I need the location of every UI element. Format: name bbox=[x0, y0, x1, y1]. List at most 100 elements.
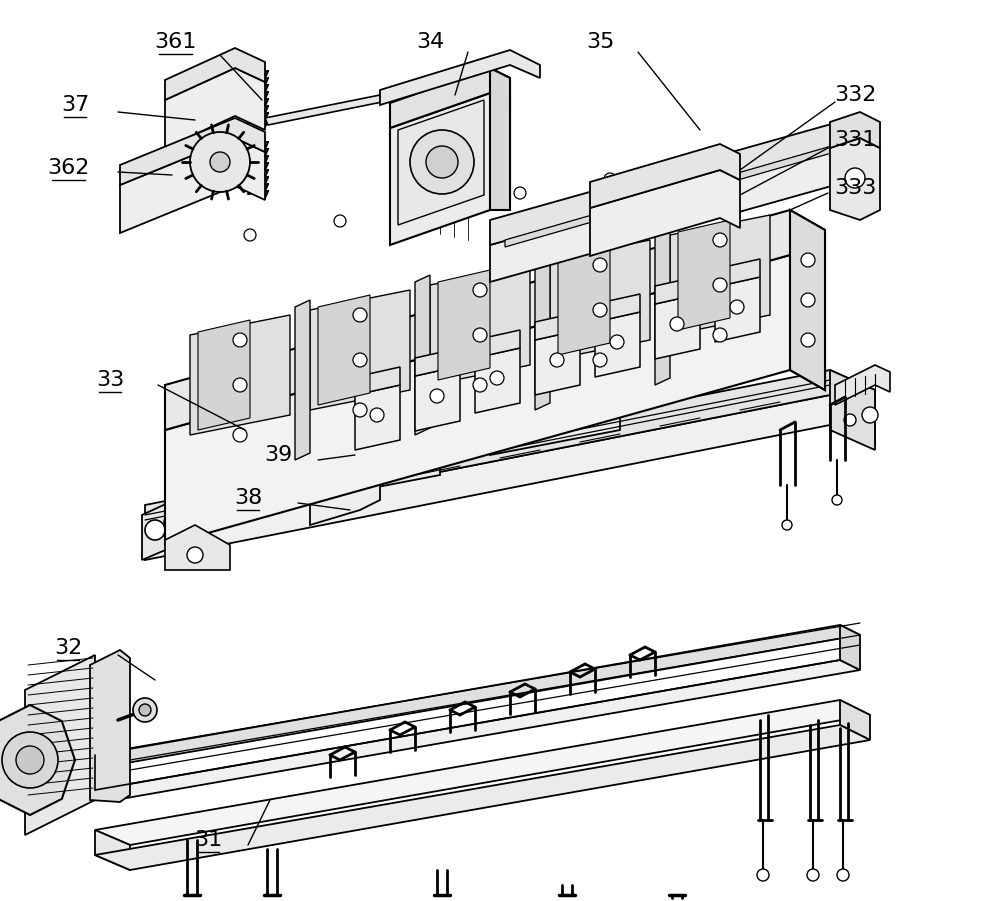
Circle shape bbox=[353, 308, 367, 322]
Circle shape bbox=[801, 253, 815, 267]
Circle shape bbox=[410, 130, 474, 194]
Circle shape bbox=[593, 353, 607, 367]
Circle shape bbox=[514, 187, 526, 199]
Polygon shape bbox=[95, 830, 130, 870]
Circle shape bbox=[139, 704, 151, 716]
Polygon shape bbox=[415, 275, 430, 435]
Polygon shape bbox=[355, 385, 400, 450]
Text: 38: 38 bbox=[234, 488, 262, 508]
Polygon shape bbox=[95, 725, 870, 870]
Polygon shape bbox=[655, 276, 700, 304]
Polygon shape bbox=[430, 265, 530, 385]
Polygon shape bbox=[142, 502, 185, 560]
Circle shape bbox=[370, 408, 384, 422]
Circle shape bbox=[604, 173, 616, 185]
Circle shape bbox=[593, 258, 607, 272]
Polygon shape bbox=[535, 330, 580, 395]
Text: 35: 35 bbox=[586, 32, 614, 52]
Polygon shape bbox=[95, 625, 860, 765]
Circle shape bbox=[233, 378, 247, 392]
Polygon shape bbox=[120, 138, 265, 233]
Circle shape bbox=[550, 353, 564, 367]
Circle shape bbox=[426, 146, 458, 178]
Polygon shape bbox=[655, 225, 670, 385]
Polygon shape bbox=[390, 68, 510, 128]
Circle shape bbox=[353, 403, 367, 417]
Circle shape bbox=[837, 869, 849, 881]
Polygon shape bbox=[590, 144, 740, 208]
Polygon shape bbox=[390, 93, 510, 245]
Circle shape bbox=[694, 159, 706, 171]
Circle shape bbox=[473, 283, 487, 297]
Polygon shape bbox=[490, 68, 510, 210]
Polygon shape bbox=[490, 390, 620, 455]
Polygon shape bbox=[535, 312, 580, 340]
Polygon shape bbox=[790, 210, 825, 390]
Circle shape bbox=[133, 698, 157, 722]
Circle shape bbox=[713, 233, 727, 247]
Polygon shape bbox=[398, 100, 484, 225]
Polygon shape bbox=[310, 410, 440, 460]
Polygon shape bbox=[840, 625, 860, 670]
Polygon shape bbox=[840, 700, 870, 740]
Circle shape bbox=[713, 278, 727, 292]
Circle shape bbox=[338, 461, 352, 475]
Text: 33: 33 bbox=[96, 370, 124, 390]
Polygon shape bbox=[310, 415, 380, 455]
Text: 331: 331 bbox=[834, 130, 876, 150]
Circle shape bbox=[210, 152, 230, 172]
Polygon shape bbox=[550, 240, 650, 360]
Circle shape bbox=[164, 514, 180, 530]
Circle shape bbox=[490, 371, 504, 385]
Polygon shape bbox=[355, 367, 400, 395]
Circle shape bbox=[844, 414, 856, 426]
Polygon shape bbox=[655, 294, 700, 359]
Circle shape bbox=[730, 300, 744, 314]
Polygon shape bbox=[715, 259, 760, 287]
Polygon shape bbox=[670, 215, 770, 335]
Polygon shape bbox=[830, 370, 875, 450]
Circle shape bbox=[430, 389, 444, 403]
Polygon shape bbox=[595, 312, 640, 377]
Polygon shape bbox=[25, 655, 95, 835]
Polygon shape bbox=[318, 295, 370, 405]
Polygon shape bbox=[558, 245, 610, 355]
Polygon shape bbox=[165, 210, 825, 430]
Polygon shape bbox=[310, 435, 440, 500]
Circle shape bbox=[16, 746, 44, 774]
Polygon shape bbox=[490, 365, 620, 415]
Circle shape bbox=[233, 333, 247, 347]
Polygon shape bbox=[590, 170, 740, 256]
Circle shape bbox=[367, 457, 383, 473]
Circle shape bbox=[801, 333, 815, 347]
Circle shape bbox=[190, 132, 250, 192]
Polygon shape bbox=[0, 705, 75, 815]
Polygon shape bbox=[310, 290, 410, 410]
Polygon shape bbox=[380, 50, 540, 105]
Polygon shape bbox=[535, 250, 550, 410]
Circle shape bbox=[593, 303, 607, 317]
Circle shape bbox=[782, 520, 792, 530]
Polygon shape bbox=[475, 330, 520, 358]
Circle shape bbox=[610, 335, 624, 349]
Polygon shape bbox=[95, 660, 860, 800]
Polygon shape bbox=[165, 48, 265, 100]
Polygon shape bbox=[835, 365, 890, 405]
Polygon shape bbox=[830, 138, 880, 220]
Circle shape bbox=[845, 168, 865, 188]
Polygon shape bbox=[95, 700, 870, 845]
Polygon shape bbox=[165, 255, 825, 545]
Circle shape bbox=[713, 328, 727, 342]
Circle shape bbox=[424, 201, 436, 213]
Text: 37: 37 bbox=[61, 95, 89, 115]
Polygon shape bbox=[295, 300, 310, 460]
Text: 333: 333 bbox=[834, 178, 876, 198]
Circle shape bbox=[547, 412, 563, 428]
Text: 31: 31 bbox=[194, 830, 222, 850]
Circle shape bbox=[145, 520, 165, 540]
Text: 39: 39 bbox=[264, 445, 292, 465]
Polygon shape bbox=[310, 440, 380, 525]
Circle shape bbox=[353, 353, 367, 367]
Polygon shape bbox=[678, 220, 730, 330]
Circle shape bbox=[244, 229, 256, 241]
